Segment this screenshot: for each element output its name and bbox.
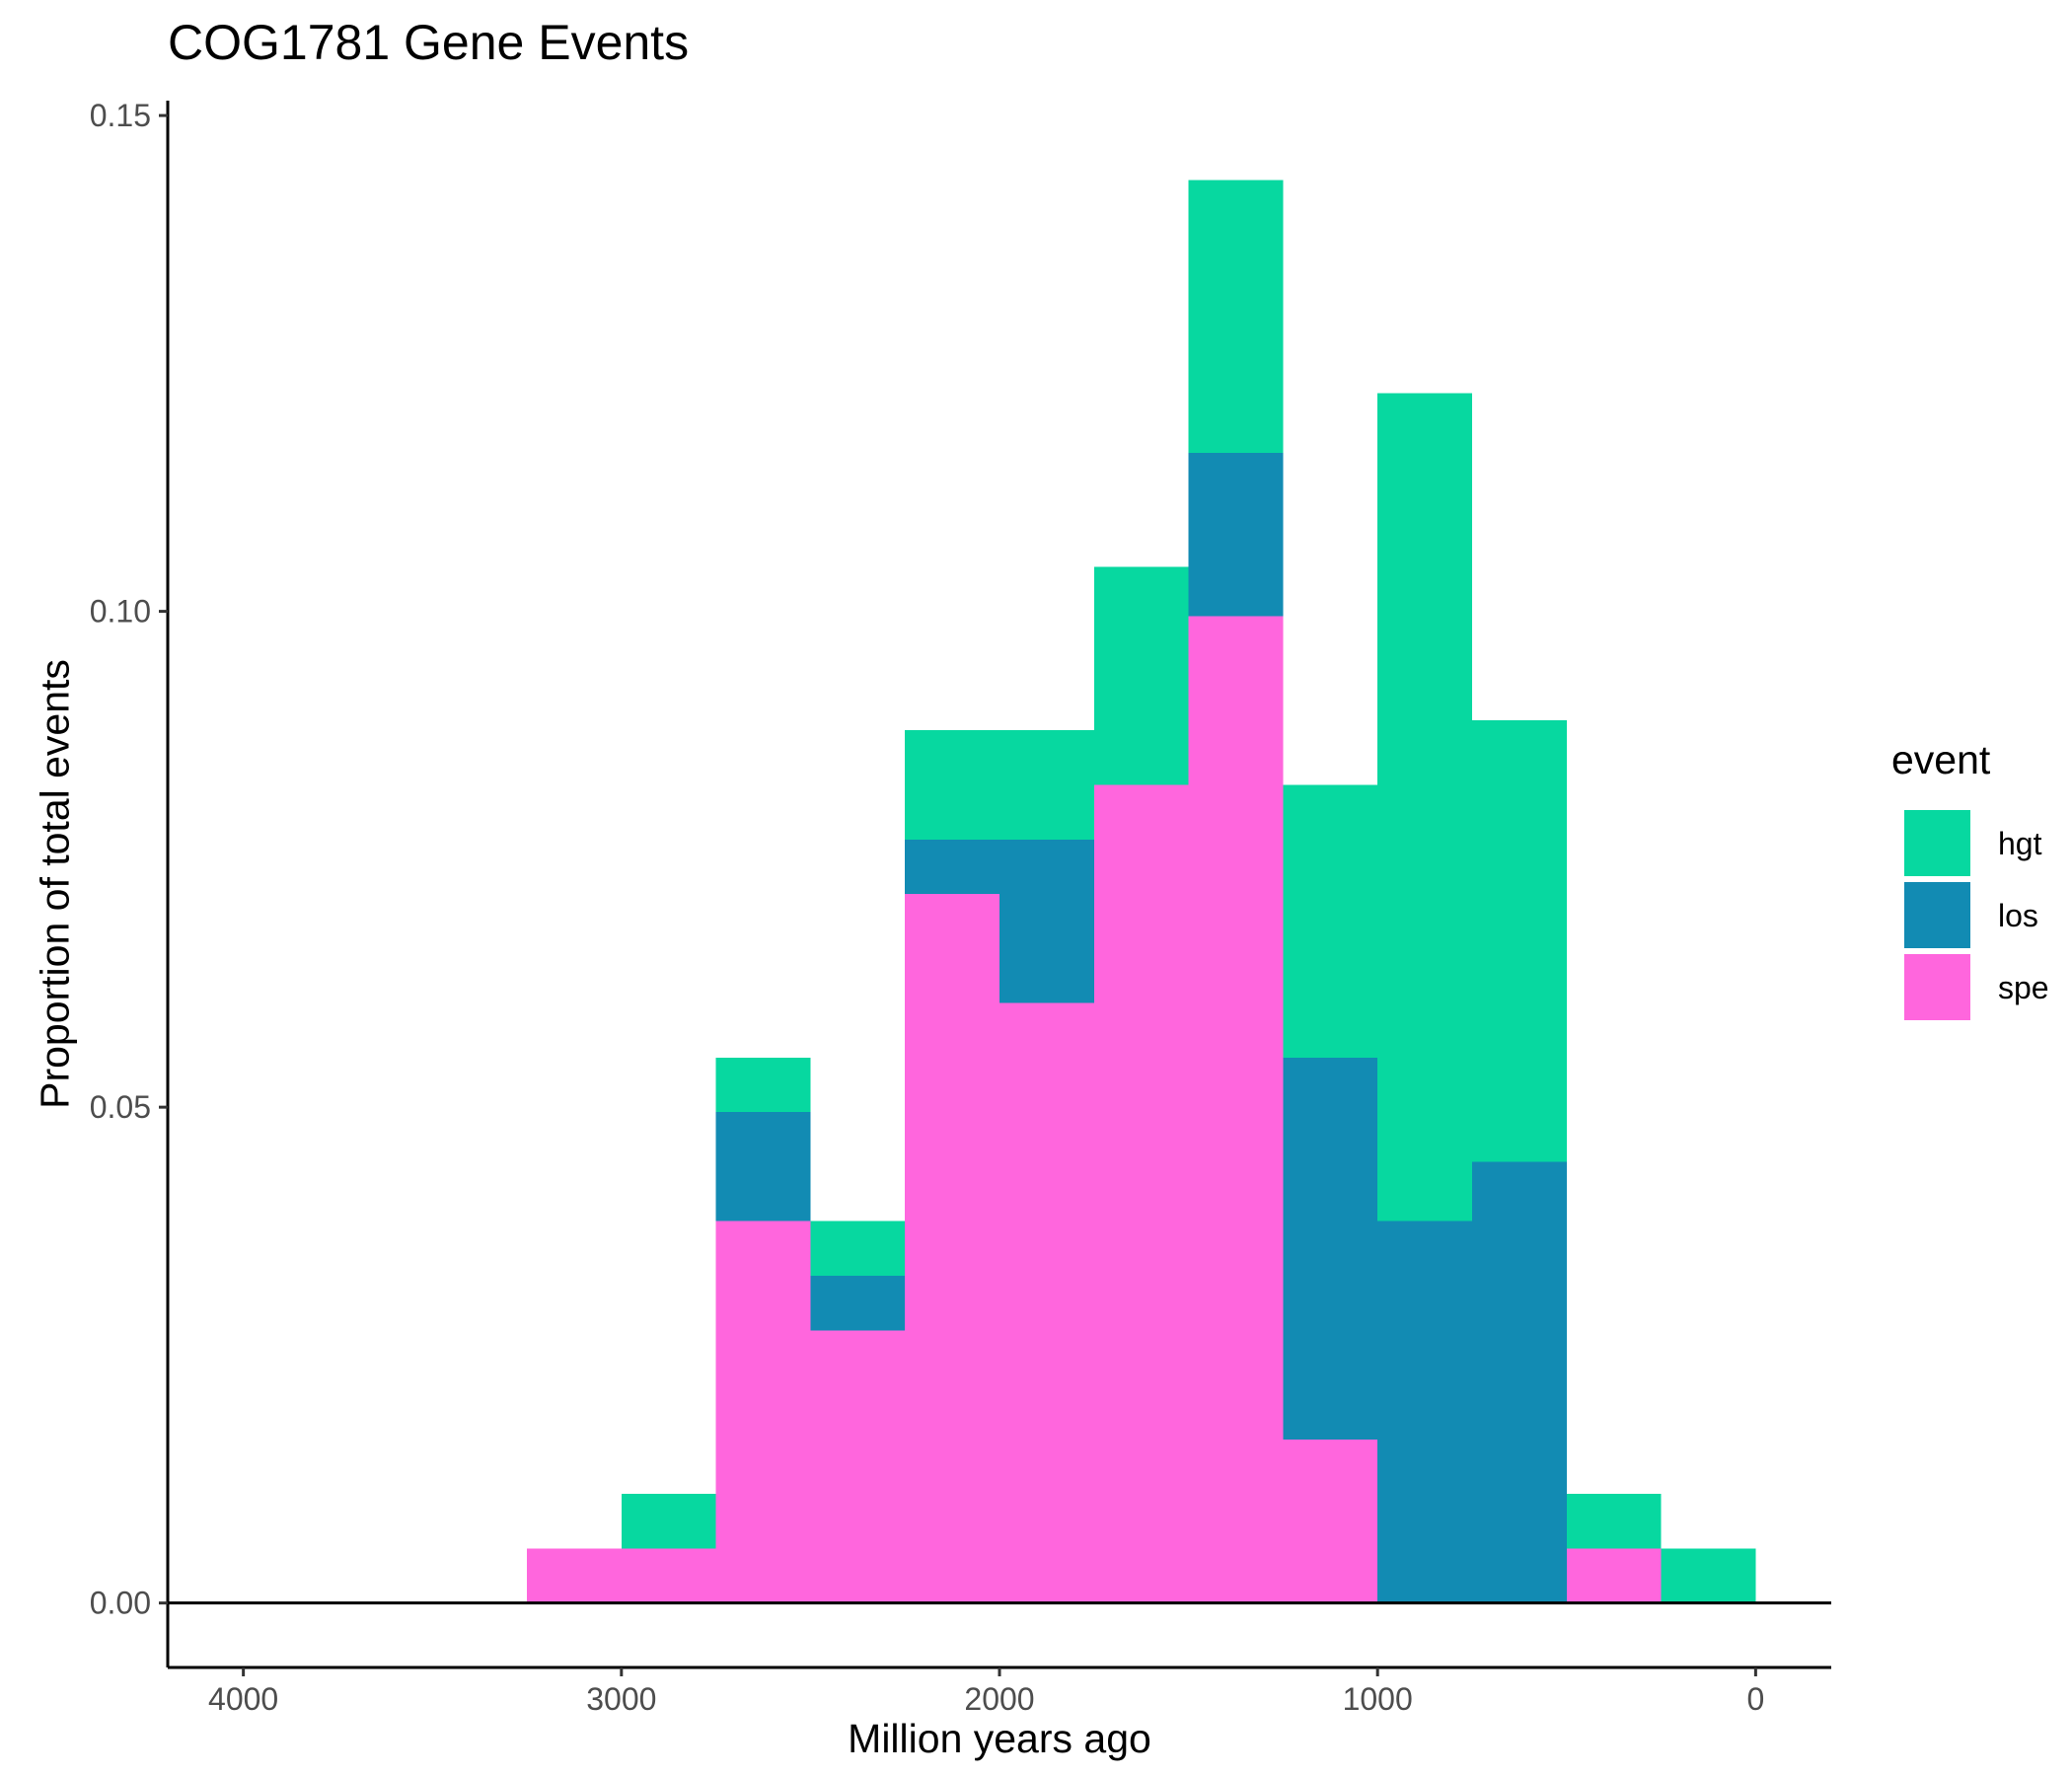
bar-spe-2125 (905, 894, 999, 1603)
bar-los-1125 (1283, 1057, 1378, 1440)
bar-los-2625 (715, 1112, 811, 1221)
y-tick-label: 0.15 (90, 98, 151, 133)
x-tick-label: 2000 (964, 1681, 1034, 1717)
y-axis-ticks: 0.00 0.05 0.10 0.15 (90, 98, 168, 1621)
bar-spe-1375 (1188, 616, 1284, 1603)
bar-spe-1875 (999, 1002, 1094, 1603)
legend-items: hgt los spe (1904, 810, 2049, 1020)
bar-hgt-625 (1471, 720, 1567, 1162)
bar-los-1875 (999, 839, 1094, 1003)
bar-hgt-375 (1566, 1494, 1662, 1549)
bar-hgt-875 (1377, 393, 1472, 1221)
bar-spe-2625 (715, 1221, 811, 1603)
x-tick-label: 4000 (208, 1681, 278, 1717)
legend: event hgt los spe (1891, 737, 2049, 1020)
x-tick-label: 3000 (586, 1681, 656, 1717)
bar-hgt-2875 (621, 1494, 716, 1549)
x-tick-label: 0 (1746, 1681, 1764, 1717)
x-axis-title: Million years ago (848, 1716, 1151, 1761)
legend-title: event (1891, 737, 1991, 782)
bar-hgt-1125 (1283, 784, 1378, 1058)
bar-spe-2875 (621, 1548, 716, 1603)
legend-key-spe (1904, 954, 1970, 1020)
bar-hgt-1875 (999, 730, 1094, 840)
bar-los-625 (1471, 1161, 1567, 1603)
bar-spe-3125 (527, 1548, 622, 1603)
bar-spe-375 (1566, 1548, 1662, 1603)
bar-spe-2375 (810, 1330, 906, 1603)
legend-label-los: los (1998, 898, 2038, 933)
bar-hgt-1625 (1093, 566, 1189, 785)
bar-los-1375 (1188, 452, 1284, 617)
bar-spe-1625 (1093, 784, 1189, 1603)
bar-spe-1125 (1283, 1439, 1378, 1603)
bars-group (527, 180, 1756, 1603)
bar-hgt-2125 (905, 730, 999, 840)
bar-hgt-1375 (1188, 180, 1284, 453)
x-axis-ticks: 4000 3000 2000 1000 0 (208, 1667, 1764, 1717)
legend-key-hgt (1904, 810, 1970, 876)
legend-key-los (1904, 882, 1970, 948)
bar-los-2375 (810, 1276, 906, 1331)
chart-title: COG1781 Gene Events (168, 15, 689, 70)
y-tick-label: 0.00 (90, 1586, 151, 1621)
bar-hgt-125 (1661, 1548, 1756, 1603)
bar-los-2125 (905, 839, 999, 895)
y-axis-title: Proportion of total events (32, 659, 77, 1109)
x-tick-label: 1000 (1343, 1681, 1413, 1717)
bar-hgt-2625 (715, 1057, 811, 1113)
y-tick-label: 0.10 (90, 594, 151, 629)
bar-los-875 (1377, 1221, 1472, 1603)
legend-label-hgt: hgt (1998, 826, 2042, 861)
y-tick-label: 0.05 (90, 1089, 151, 1125)
legend-label-spe: spe (1998, 970, 2049, 1005)
bar-hgt-2375 (810, 1221, 906, 1276)
